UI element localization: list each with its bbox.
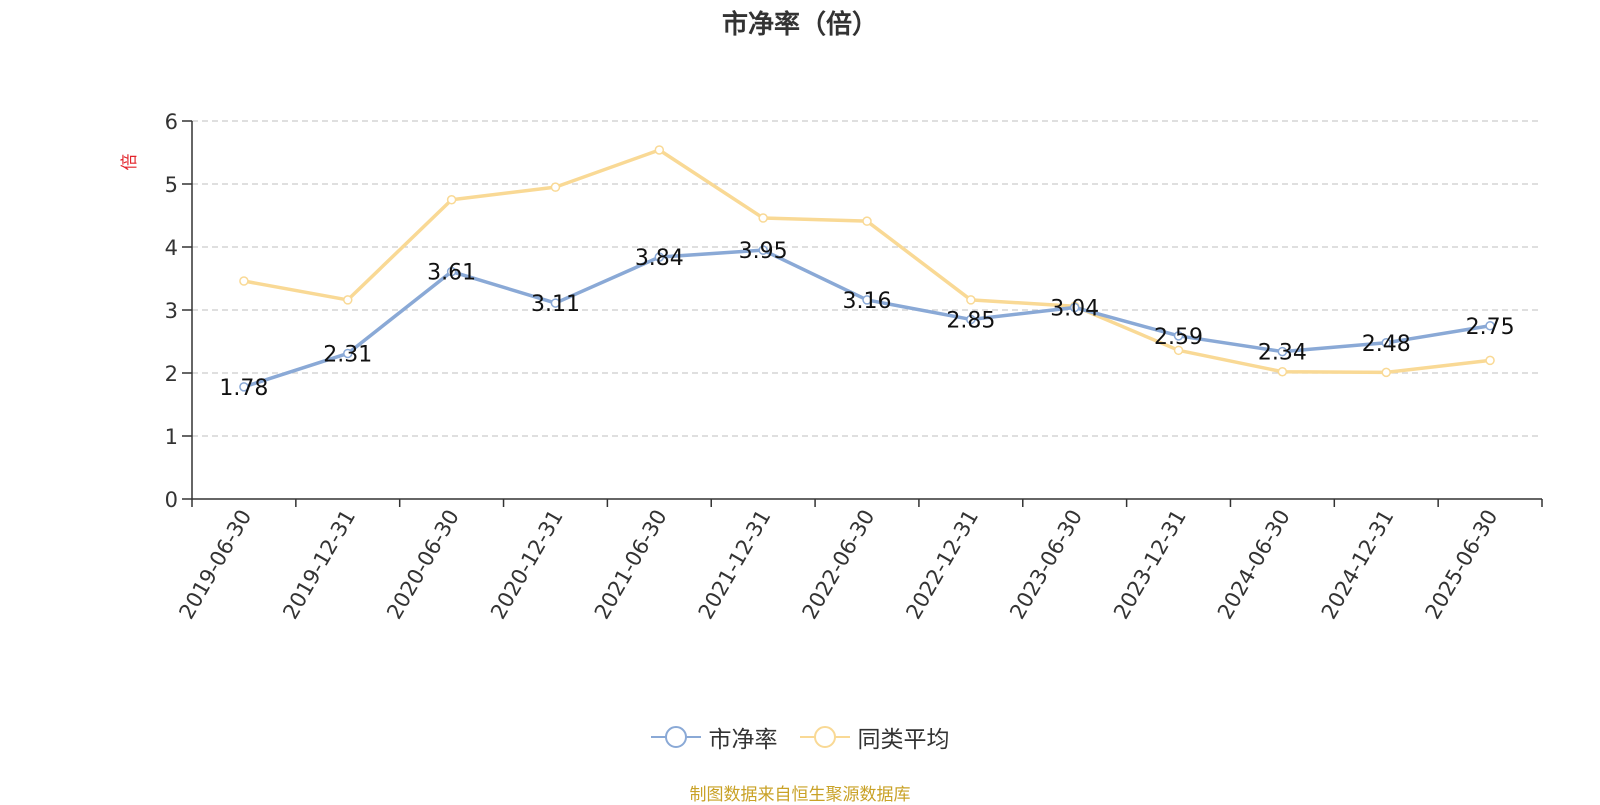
y-tick-label: 3 <box>165 299 178 323</box>
data-label: 2.59 <box>1154 325 1203 350</box>
x-tick-label: 2023-06-30 <box>1005 506 1087 624</box>
x-tick-label: 2021-12-31 <box>694 506 776 624</box>
data-point[interactable] <box>1277 366 1288 377</box>
data-point[interactable] <box>966 295 976 305</box>
data-point[interactable] <box>446 266 457 277</box>
data-point[interactable] <box>239 382 249 392</box>
data-label: 3.84 <box>635 246 684 271</box>
data-point[interactable] <box>550 298 561 308</box>
data-label: 2.85 <box>946 308 995 333</box>
x-tick-label: 2020-12-31 <box>486 506 568 624</box>
data-point[interactable] <box>1381 338 1391 348</box>
x-tick-label: 2025-06-30 <box>1421 506 1503 624</box>
data-point[interactable] <box>550 182 561 192</box>
data-point[interactable] <box>239 276 249 286</box>
legend-label-peer-avg: 同类平均 <box>857 727 950 753</box>
data-point[interactable] <box>343 295 353 305</box>
data-label: 3.95 <box>739 239 788 264</box>
data-point[interactable] <box>1485 355 1495 366</box>
data-point[interactable] <box>758 245 768 255</box>
x-tick-label: 2019-12-31 <box>278 506 360 624</box>
data-point[interactable] <box>1069 302 1080 313</box>
legend-marker-pb-icon <box>650 726 701 748</box>
data-point[interactable] <box>1173 345 1184 356</box>
data-point[interactable] <box>966 314 976 325</box>
data-label: 2.34 <box>1258 341 1307 366</box>
x-tick-label: 2023-12-31 <box>1109 506 1191 624</box>
data-point[interactable] <box>1277 346 1288 357</box>
legend-item-pb[interactable]: 市净率 <box>650 720 778 754</box>
x-tick-label: 2021-06-30 <box>590 506 672 624</box>
data-label: 2.31 <box>323 342 372 367</box>
data-point[interactable] <box>758 213 768 223</box>
data-point[interactable] <box>862 216 872 226</box>
data-label: 3.16 <box>843 289 892 314</box>
legend: 市净率 同类平均 <box>0 720 1600 754</box>
label-layer: 1.78 2.31 3.61 3.11 3.84 3.95 3.16 2.85 3.04 2.59… <box>219 239 1514 401</box>
y-tick-label: 6 <box>165 110 178 134</box>
x-tick-label: 2020-06-30 <box>382 506 464 624</box>
y-tick-label: 5 <box>165 173 178 197</box>
data-label: 3.11 <box>531 292 580 317</box>
x-tick-label: 2024-06-30 <box>1213 506 1295 624</box>
data-point[interactable] <box>343 348 353 359</box>
y-tick-label: 0 <box>165 488 178 512</box>
data-label: 3.61 <box>427 261 476 286</box>
data-label: 2.75 <box>1466 315 1515 340</box>
data-label: 3.04 <box>1050 296 1099 321</box>
grid-layer <box>192 120 1542 437</box>
y-axis-label: 倍 <box>120 154 140 171</box>
data-label: 1.78 <box>219 376 268 401</box>
legend-item-peer-avg[interactable]: 同类平均 <box>799 720 950 754</box>
data-point[interactable] <box>654 252 665 262</box>
legend-label-pb: 市净率 <box>708 727 778 753</box>
y-tick-label: 2 <box>165 362 178 386</box>
series-layer <box>239 145 1495 392</box>
data-point[interactable] <box>1173 331 1184 341</box>
chart-title: 市净率（倍） <box>721 10 878 40</box>
data-point[interactable] <box>1485 321 1495 331</box>
x-tick-label: 2022-12-31 <box>901 506 983 624</box>
data-point[interactable] <box>862 295 872 305</box>
source-note: 制图数据来自恒生聚源数据库 <box>689 785 911 805</box>
data-point[interactable] <box>446 195 457 205</box>
x-tick-label: 2022-06-30 <box>798 506 880 624</box>
legend-marker-peer-avg-icon <box>799 726 850 748</box>
x-tick-label: 2019-06-30 <box>174 506 256 624</box>
data-label: 2.48 <box>1362 332 1411 357</box>
y-tick-label: 4 <box>165 236 178 260</box>
x-tick-label: 2024-12-31 <box>1317 506 1399 624</box>
y-tick-label: 1 <box>165 425 178 449</box>
data-point[interactable] <box>1381 367 1391 378</box>
data-point[interactable] <box>654 145 665 155</box>
